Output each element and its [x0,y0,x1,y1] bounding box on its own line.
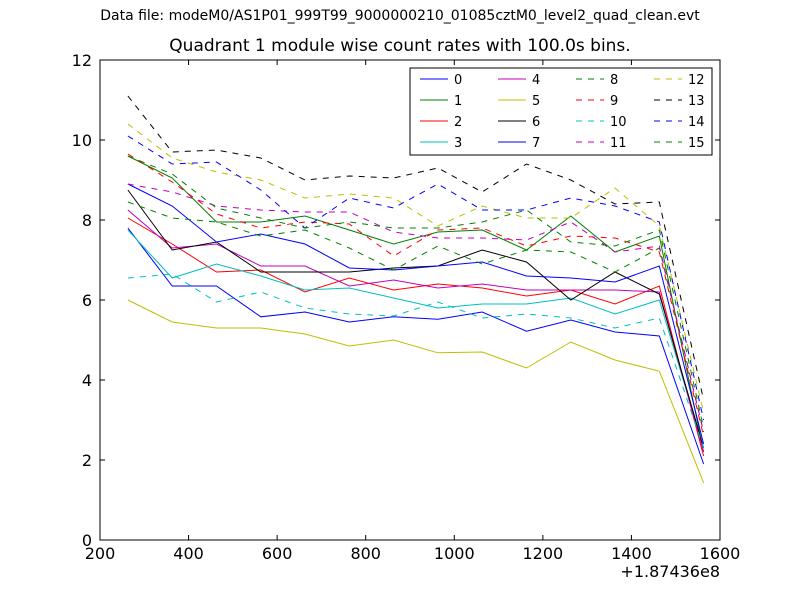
y-tick-label: 12 [72,51,92,70]
y-tick-label: 0 [82,531,92,550]
y-tick-label: 4 [82,371,92,390]
legend-label: 0 [454,73,462,88]
series-line-14 [127,135,705,421]
legend-label: 12 [688,73,705,88]
legend-label: 13 [688,94,705,109]
legend-label: 2 [454,115,462,130]
series-line-5 [127,299,705,483]
chart-title: Quadrant 1 module wise count rates with … [169,36,631,56]
legend-label: 15 [688,136,705,151]
series-line-12 [127,123,705,413]
series-line-9 [127,153,705,437]
series-line-15 [127,155,705,429]
series-layer [127,95,705,483]
series-line-7 [127,183,705,445]
series-line-6 [127,189,705,449]
legend-frame [409,67,713,156]
x-tick-label: 200 [85,544,116,563]
x-tick-label: 1000 [434,544,475,563]
legend-label: 3 [454,136,462,151]
legend-label: 8 [610,73,618,88]
x-tick-label: 1200 [522,544,563,563]
x-axis-offset-label: +1.87436e8 [620,562,720,581]
series-line-11 [127,183,705,433]
series-line-0 [127,227,705,465]
series-line-10 [127,273,705,449]
y-tick-label: 2 [82,451,92,470]
figure-suptitle: Data file: modeM0/AS1P01_999T99_90000002… [100,8,700,24]
legend-label: 9 [610,94,618,109]
x-tick-label: 600 [262,544,293,563]
legend-label: 6 [532,115,540,130]
x-tick-label: 800 [350,544,381,563]
series-line-3 [127,229,705,449]
legend-label: 7 [532,136,540,151]
series-line-1 [127,155,705,453]
series-line-13 [127,95,705,401]
legend-label: 10 [610,115,627,130]
y-tick-label: 10 [72,131,92,150]
legend-label: 5 [532,94,540,109]
legend-label: 11 [610,136,627,151]
y-tick-label: 6 [82,291,92,310]
series-line-2 [127,217,705,457]
legend-label: 14 [688,115,705,130]
series-line-8 [127,201,705,433]
legend-label: 4 [532,73,540,88]
legend-label: 1 [454,94,462,109]
series-line-4 [127,209,705,453]
y-tick-label: 8 [82,211,92,230]
x-tick-label: 1600 [700,544,741,563]
x-tick-label: 400 [173,544,204,563]
x-tick-label: 1400 [611,544,652,563]
